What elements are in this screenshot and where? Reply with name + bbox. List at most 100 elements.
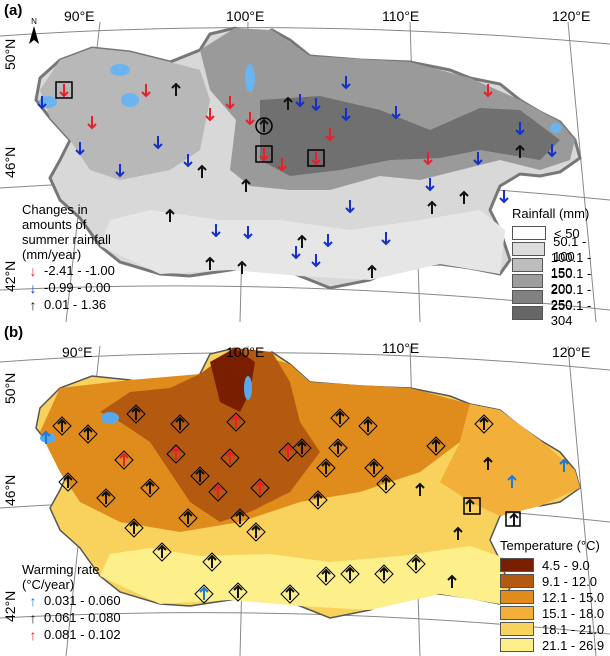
legend-item: ↑ 0.081 - 0.102	[22, 626, 121, 643]
legend-swatch	[500, 558, 534, 572]
legend-item-label: 100.1 - 150	[550, 250, 592, 280]
legend-swatch	[500, 606, 534, 620]
up-arrow-icon	[367, 264, 377, 278]
legend-item-label: < 50	[554, 225, 580, 241]
station-circle	[255, 117, 273, 135]
lat-tick-50: 50°N	[2, 38, 18, 70]
rainfall-legend: Rainfall (mm) < 50 50.1 - 100 100.1 - 150 1…	[512, 206, 610, 328]
up-arrow-icon	[126, 404, 146, 424]
down-arrow-icon: ↓	[29, 279, 37, 296]
lat-tick-50: 50°N	[2, 372, 18, 404]
up-arrow-icon	[374, 564, 394, 584]
down-arrow-icon	[211, 224, 221, 238]
north-arrow-icon: N	[29, 17, 39, 44]
up-arrow-icon	[376, 474, 396, 494]
down-arrow-icon	[381, 232, 391, 246]
up-arrow-icon	[226, 412, 246, 432]
up-arrow-icon	[316, 566, 336, 586]
legend-item: 21.1 - 26.9	[500, 637, 604, 653]
lake-shape	[244, 376, 252, 400]
down-arrow-icon	[259, 148, 269, 162]
rainfall-map-svg: N	[0, 17, 610, 322]
rainfall-map-panel: N (a) 90°E 100°E 110°E 120°E 50°N 46°N 4…	[0, 0, 610, 328]
up-arrow-icon	[364, 458, 384, 478]
legend-item-label: 250.1 - 304	[550, 298, 592, 328]
up-arrow-icon	[459, 190, 469, 204]
up-arrow-icon	[58, 472, 78, 492]
graticule-lon-120	[567, 345, 597, 656]
down-arrow-icon	[345, 200, 355, 214]
up-arrow-icon	[507, 474, 517, 488]
legend-item: ↑ 0.061 - 0.080	[22, 609, 121, 626]
down-arrow-icon	[311, 152, 321, 166]
up-arrow-icon	[406, 554, 426, 574]
legend-swatch	[500, 622, 534, 636]
lon-tick-90: 90°E	[62, 344, 93, 360]
legend-title-line: summer rainfall	[22, 232, 111, 247]
down-arrow-icon	[141, 84, 151, 98]
lake-shape	[245, 64, 255, 92]
legend-item-label: 15.1 - 18.0	[542, 605, 605, 621]
legend-item: ↓ -2.41 - -1.00	[22, 262, 115, 279]
down-arrow-icon	[325, 128, 335, 142]
lake-shape	[121, 93, 139, 107]
legend-item-label: 150.1 - 200	[550, 266, 592, 296]
up-arrow-icon	[202, 552, 222, 572]
lat-tick-46: 46°N	[2, 146, 18, 178]
up-arrow-icon	[171, 82, 181, 96]
down-arrow-icon	[547, 144, 557, 158]
legend-item-label: 0.01 - 1.36	[44, 297, 107, 312]
legend-item: ↑ 0.031 - 0.060	[22, 592, 121, 609]
legend-item-label: 0.031 - 0.060	[44, 593, 121, 608]
up-arrow-icon	[250, 478, 270, 498]
up-arrow-icon	[483, 456, 493, 470]
legend-swatch	[512, 242, 546, 256]
lon-tick-120: 120°E	[552, 344, 591, 360]
legend-item: 9.1 - 12.0	[500, 573, 604, 589]
down-arrow-icon	[115, 164, 125, 178]
temperature-legend-title: Temperature (°C)	[500, 538, 600, 553]
down-arrow-icon	[515, 122, 525, 136]
up-arrow-icon	[170, 414, 190, 434]
legend-item-label: 21.1 - 26.9	[542, 637, 605, 653]
legend-item: 18.1 - 21.0	[500, 621, 604, 637]
up-arrow-icon	[283, 96, 293, 110]
up-arrow-icon: ↑	[29, 592, 37, 609]
down-arrow-icon	[473, 152, 483, 166]
legend-item-label: 12.1 - 15.0	[542, 589, 605, 605]
down-arrow-icon	[295, 94, 305, 108]
up-arrow-icon	[114, 450, 134, 470]
up-arrow-icon	[308, 490, 328, 510]
lon-tick-100: 100°E	[226, 344, 265, 360]
down-arrow-icon	[311, 254, 321, 268]
lat-tick-42: 42°N	[2, 260, 18, 292]
legend-item: 50.1 - 100	[512, 234, 610, 264]
up-arrow-icon	[197, 164, 207, 178]
legend-item-label: 9.1 - 12.0	[542, 573, 597, 589]
up-arrow-icon	[259, 118, 269, 132]
up-arrow-icon	[316, 458, 336, 478]
up-arrow-icon	[559, 458, 569, 472]
up-arrow-icon	[280, 584, 300, 604]
lon-tick-110: 110°E	[382, 340, 420, 356]
rain-zone-west	[40, 48, 210, 180]
up-arrow-icon	[178, 508, 198, 528]
station-box	[307, 149, 325, 167]
station-box	[55, 81, 73, 99]
down-arrow-icon	[291, 246, 301, 260]
up-arrow-icon	[474, 414, 494, 434]
temperature-legend: Temperature (°C) 4.5 - 9.0 9.1 - 12.0 12.1…	[500, 538, 604, 653]
up-arrow-icon	[124, 518, 144, 538]
legend-swatch	[500, 590, 534, 604]
down-arrow-icon	[483, 84, 493, 98]
down-arrow-icon	[245, 112, 255, 126]
legend-item-label: -2.41 - -1.00	[44, 263, 115, 278]
graticule-lon-120	[567, 21, 597, 322]
up-arrow-icon	[328, 438, 348, 458]
legend-item-label: 200.1 - 250	[550, 282, 592, 312]
up-arrow-icon	[515, 144, 525, 158]
panel-a-label: (a)	[4, 2, 23, 19]
legend-title-line: amounts of	[22, 217, 87, 232]
legend-item: 100.1 - 150	[512, 250, 610, 280]
up-arrow-icon	[165, 208, 175, 222]
